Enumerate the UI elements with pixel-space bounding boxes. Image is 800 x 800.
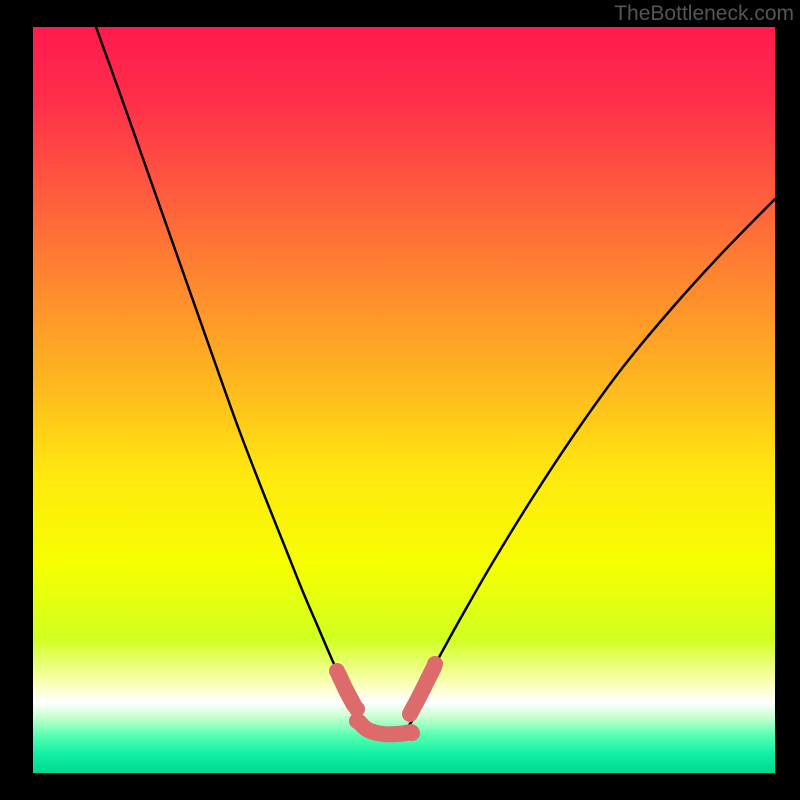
plot-area (33, 27, 775, 773)
highlight-seg-2 (411, 667, 434, 712)
watermark-text: TheBottleneck.com (614, 2, 794, 26)
highlight-dot-4 (402, 706, 418, 722)
highlight-dot-0 (329, 663, 345, 679)
chart-svg (33, 27, 775, 773)
left-curve (96, 27, 346, 690)
highlight-dot-2 (349, 713, 365, 729)
right-curve (423, 199, 775, 687)
highlight-seg-0 (339, 675, 354, 705)
highlight-seg-1 (359, 722, 411, 734)
highlight-dot-5 (427, 656, 443, 672)
highlight-dot-3 (404, 725, 420, 741)
